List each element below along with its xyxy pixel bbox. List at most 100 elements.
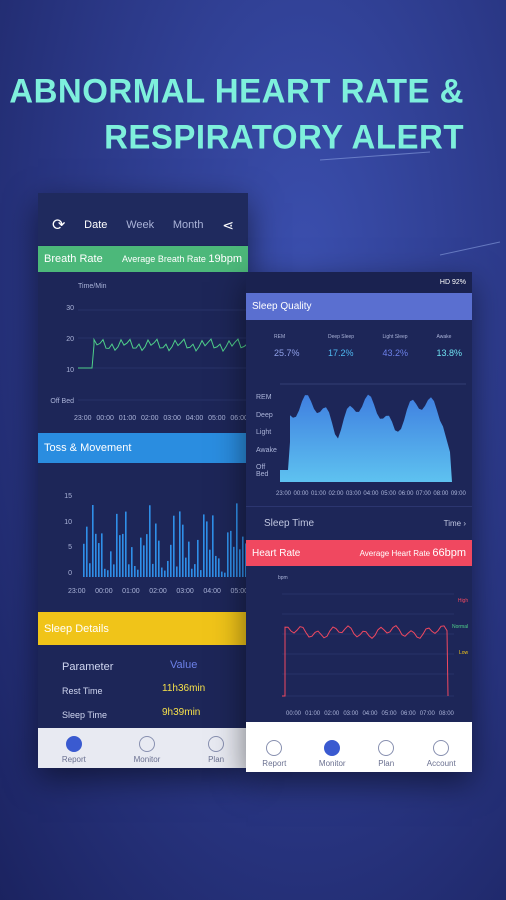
section-bar: Toss & Movement <box>38 433 248 463</box>
movement-bar <box>128 564 130 577</box>
nav-item[interactable]: Monitor <box>319 740 346 768</box>
nav-label: Monitor <box>318 759 346 768</box>
x-tick-label: 00:00 <box>96 415 114 422</box>
movement-bar <box>125 511 127 577</box>
x-tick-label: 05:00 <box>380 491 396 497</box>
x-tick-label: 23:00 <box>74 415 92 422</box>
x-tick-label: 01:00 <box>305 711 321 717</box>
nav-item[interactable]: Plan <box>208 736 224 764</box>
x-tick-label: 04:00 <box>203 588 221 595</box>
tab[interactable]: Date <box>84 219 108 231</box>
tab[interactable]: Week <box>126 219 155 231</box>
nav-item[interactable]: Plan <box>378 740 394 768</box>
section-title: Sleep Details <box>44 622 109 635</box>
movement-bar <box>89 563 91 577</box>
movement-bar <box>239 549 241 577</box>
y-tick-label: 5 <box>68 544 72 552</box>
sleep-chart <box>280 383 466 482</box>
avg-value: 19bpm <box>208 253 242 265</box>
nav-item[interactable]: Report <box>262 740 286 768</box>
legend-value: 13.8% <box>436 348 462 358</box>
nav-icon <box>208 736 225 752</box>
share-icon[interactable]: ⋖ <box>222 216 234 233</box>
section-bar: Breath Rate Average Breath Rate 19bpm <box>38 246 248 272</box>
x-tick-label: 02:00 <box>324 711 340 717</box>
y-label: REM <box>256 394 272 401</box>
x-tick-label: 02:00 <box>328 491 344 497</box>
movement-bar <box>149 505 151 577</box>
x-tick-labels: 23:00 00:00 01:00 02:00 03:00 04:00 05:00 <box>68 588 248 595</box>
y-labels: REM Deep Light Awake Off Bed <box>256 394 278 478</box>
nav-label: Plan <box>208 755 225 764</box>
movement-bar <box>104 568 106 577</box>
movement-bar <box>179 511 181 577</box>
movement-bar <box>215 555 217 577</box>
x-tick-label: 05:00 <box>230 588 248 595</box>
zone: Low <box>458 650 469 656</box>
y-label: Awake <box>256 446 277 454</box>
x-tick-label: 03:00 <box>345 491 361 497</box>
section-bar: Sleep Details <box>38 612 248 645</box>
avg-label: Average Breath Rate <box>121 254 206 264</box>
headline: RESPIRATORY ALERT <box>104 117 464 156</box>
status-bar: HD 92% <box>246 272 472 293</box>
movement-bar <box>224 572 226 577</box>
y-tick-label: Off Bed <box>50 398 74 405</box>
table-cell: Rest Time <box>62 686 103 696</box>
movement-bar <box>185 557 187 577</box>
movement-bar <box>197 539 199 577</box>
x-tick-label: 23:00 <box>68 588 86 595</box>
movement-bar <box>101 533 103 577</box>
nav-item[interactable]: Account <box>427 740 456 768</box>
movement-bar <box>119 535 121 577</box>
legend-name: Awake <box>436 334 452 340</box>
y-tick-label: 15 <box>64 493 72 500</box>
section-title: Toss & Movement <box>44 442 132 454</box>
movement-bar <box>182 524 184 577</box>
movement-bar <box>173 515 175 577</box>
movement-bar <box>92 505 94 577</box>
nav-label: Report <box>262 759 287 768</box>
table-cell: Sleep Time <box>62 710 108 720</box>
y-tick-label: 10 <box>64 518 72 526</box>
nav-icon <box>378 740 395 756</box>
x-tick-label: 05:00 <box>381 711 397 717</box>
y-title: bpm <box>278 575 288 581</box>
streak <box>319 151 431 161</box>
movement-bar <box>122 533 124 577</box>
table-cell: 9h39min <box>162 707 201 718</box>
header: ⟳ Date Week Month ⋖ <box>38 193 248 245</box>
x-tick-label: 04:00 <box>362 711 378 717</box>
section-bar: Sleep Quality <box>246 293 472 320</box>
legend-value: 17.2% <box>327 348 354 358</box>
bottom-nav: Report Monitor Plan <box>38 728 248 768</box>
movement-bar <box>107 570 109 577</box>
movement-bar <box>236 503 238 577</box>
x-tick-label: 02:00 <box>141 415 159 422</box>
movement-bar <box>95 533 97 577</box>
x-tick-labels: 23:00 00:00 01:00 02:00 03:00 04:00 05:00 06:00… <box>276 491 466 497</box>
tab[interactable]: Month <box>172 219 204 231</box>
nav-item[interactable]: Report <box>62 736 86 764</box>
legend: REM 25.7% Deep Sleep 17.2% Light Sleep 43.2% A… <box>274 334 462 358</box>
grid <box>78 309 248 401</box>
movement-bar <box>218 558 220 577</box>
nav-label: Account <box>426 759 456 768</box>
movement-bar <box>110 551 112 577</box>
x-tick-label: 07:00 <box>419 711 435 717</box>
movement-bar <box>161 567 163 577</box>
row[interactable]: Sleep Time Time › <box>246 506 472 540</box>
zone: High <box>457 598 469 604</box>
nav-item[interactable]: Monitor <box>134 736 160 764</box>
x-tick-label: 01:00 <box>310 491 326 497</box>
y-label: Light <box>256 429 272 436</box>
movement-bar <box>152 563 154 577</box>
refresh-icon[interactable]: ⟳ <box>52 217 66 234</box>
movement-bar <box>242 536 244 577</box>
avg-label: Average Heart Rate <box>359 549 431 558</box>
movement-bar <box>209 549 211 577</box>
y-tick-label: 10 <box>66 367 74 374</box>
movement-bar <box>206 521 208 577</box>
nav-icon <box>433 740 450 756</box>
